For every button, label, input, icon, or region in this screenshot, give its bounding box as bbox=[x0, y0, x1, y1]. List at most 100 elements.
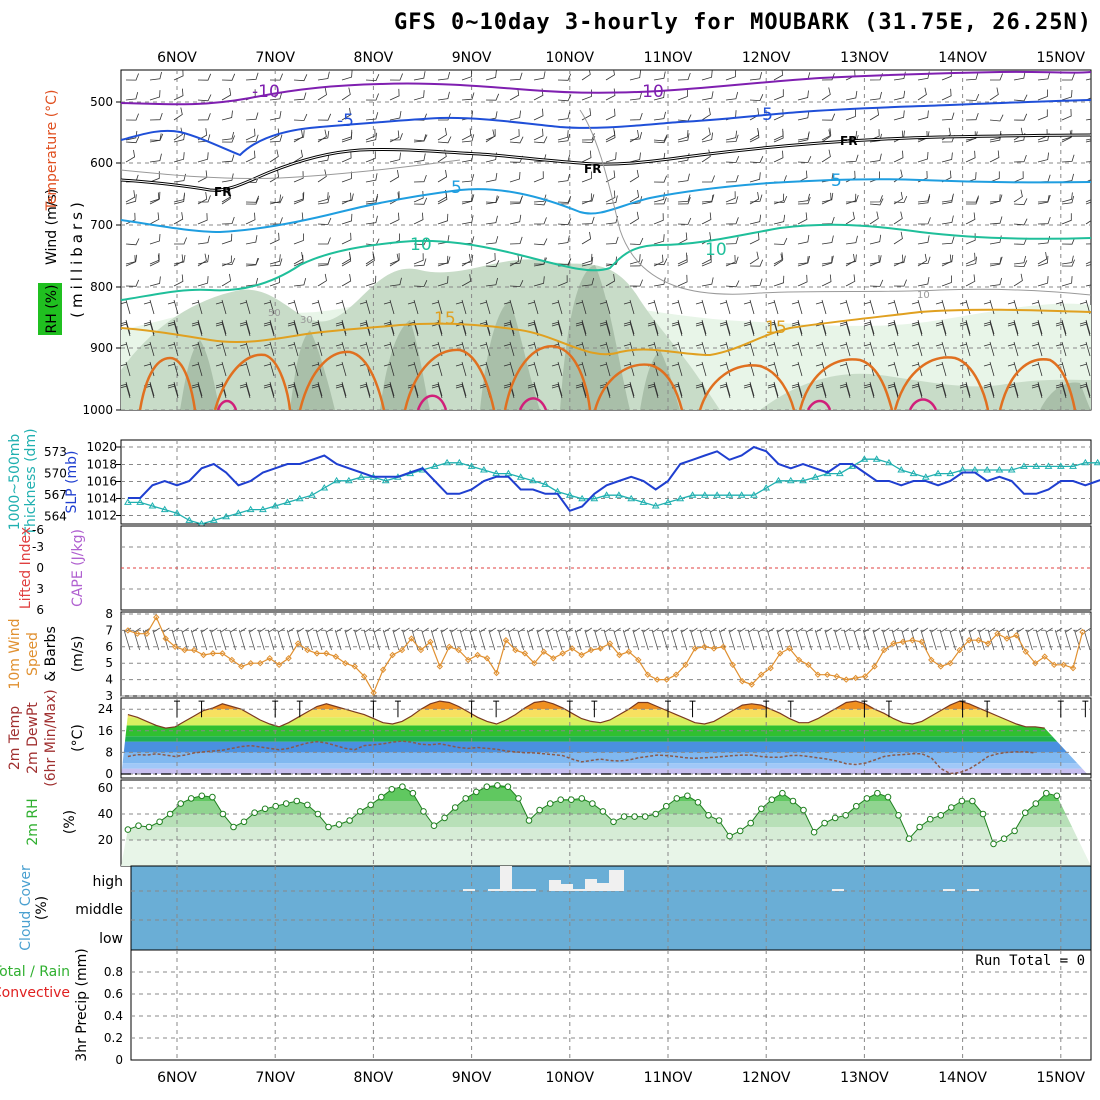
rh-marker bbox=[166, 810, 174, 818]
wind-barb bbox=[791, 299, 803, 315]
wind-speed-marker bbox=[606, 640, 614, 647]
label-thickness2: Thickness (dm) bbox=[23, 428, 39, 536]
thickness-marker bbox=[578, 494, 586, 502]
wind-barb bbox=[725, 196, 739, 205]
wind-barb bbox=[533, 128, 544, 141]
wind-barb bbox=[1037, 276, 1049, 287]
slp-tick-label: 1016 bbox=[86, 475, 117, 489]
wind-speed-marker bbox=[965, 637, 973, 644]
wind-barb bbox=[389, 73, 403, 81]
rh-marker bbox=[187, 795, 195, 802]
thickness-marker bbox=[700, 491, 709, 498]
wind-barb bbox=[797, 193, 810, 203]
wind10m-barb bbox=[824, 627, 833, 651]
wind-barb bbox=[149, 112, 163, 121]
wind-barb bbox=[527, 383, 539, 399]
li-tick-label: 0 bbox=[36, 561, 44, 575]
wind-barb bbox=[143, 299, 155, 315]
wind-barb bbox=[1085, 220, 1091, 225]
wind-barb bbox=[941, 236, 955, 245]
rh-marker bbox=[1043, 789, 1050, 797]
wind-barb bbox=[749, 71, 763, 81]
wind-barb bbox=[821, 235, 834, 245]
wind-barb bbox=[599, 361, 611, 377]
wind-speed-marker bbox=[379, 666, 387, 673]
wind10m-barb bbox=[402, 627, 410, 651]
wind-barb bbox=[725, 191, 736, 203]
wind10m-barb bbox=[1035, 627, 1044, 651]
wind-barb bbox=[965, 256, 977, 267]
wind10m-barb bbox=[920, 627, 929, 651]
wind10m-barb bbox=[450, 627, 458, 651]
wind-barb bbox=[527, 361, 539, 377]
wind-barb bbox=[1013, 260, 1028, 268]
wind-speed-marker bbox=[880, 646, 888, 654]
wind-barb bbox=[917, 195, 931, 205]
temp-band bbox=[121, 763, 1091, 769]
thickness-marker bbox=[246, 505, 255, 513]
wind-barb bbox=[989, 194, 1001, 205]
wind-barb bbox=[318, 237, 331, 245]
wind-speed-marker bbox=[124, 627, 132, 634]
wind-barb bbox=[269, 258, 283, 267]
wind-barb bbox=[341, 254, 352, 267]
wind-barb bbox=[509, 214, 522, 225]
wind-speed-marker bbox=[899, 638, 907, 646]
thickness-marker bbox=[897, 466, 906, 473]
day-label-top: 13NOV bbox=[840, 50, 889, 66]
cloud-gap bbox=[512, 889, 524, 891]
wind-barb bbox=[767, 361, 779, 377]
wind-barb bbox=[359, 321, 371, 337]
label-t-5-b: 5 bbox=[831, 171, 842, 191]
contour-t-10 bbox=[121, 223, 1091, 301]
wind-barb bbox=[389, 111, 402, 121]
wind-barb bbox=[605, 190, 616, 203]
wind-barb bbox=[749, 251, 759, 265]
wind10m-barb bbox=[258, 627, 266, 651]
rh-marker bbox=[948, 804, 955, 811]
label-lifted-index: Lifted Index bbox=[18, 527, 34, 609]
wind10m-barb bbox=[757, 627, 765, 651]
wind-barb bbox=[845, 235, 858, 245]
wind-barb bbox=[245, 128, 256, 141]
label-t-15-a: 15 bbox=[434, 309, 456, 329]
wind10m-barb bbox=[507, 627, 516, 651]
wind-barb bbox=[383, 361, 395, 377]
wind-barb bbox=[485, 129, 495, 143]
wind-barb bbox=[551, 299, 563, 315]
wind-speed-marker bbox=[653, 676, 661, 683]
thickness-marker bbox=[786, 476, 795, 484]
contour-t-freezing-inner bbox=[121, 134, 1091, 191]
wind10m-barb bbox=[882, 627, 890, 651]
rh-marker bbox=[789, 797, 797, 805]
precip-tick-label: 0.2 bbox=[104, 1031, 123, 1045]
wind-barb bbox=[293, 277, 307, 287]
wind-barb bbox=[437, 192, 448, 205]
wind-barb bbox=[479, 341, 491, 357]
wind-speed-marker bbox=[342, 659, 349, 667]
wind-barb bbox=[413, 71, 426, 81]
wind-barb bbox=[701, 132, 713, 143]
wind-barb bbox=[1085, 138, 1091, 141]
wind-barb bbox=[629, 169, 639, 183]
wind10m-barb bbox=[411, 627, 420, 651]
wind-barb bbox=[959, 383, 971, 399]
wind-barb bbox=[317, 129, 327, 143]
wind-barb bbox=[317, 71, 330, 81]
wind-barb bbox=[1037, 152, 1049, 163]
thickness-marker bbox=[676, 494, 685, 502]
wind10m-barb bbox=[814, 627, 823, 651]
wind-barb bbox=[653, 213, 664, 225]
wind-barb bbox=[702, 175, 715, 183]
wind-barb bbox=[791, 341, 803, 357]
wind-barb bbox=[221, 88, 232, 101]
temp-whisker bbox=[394, 700, 401, 718]
wind-barb bbox=[1085, 243, 1091, 245]
wind-barb bbox=[221, 131, 235, 141]
wind-barb bbox=[941, 254, 952, 267]
wind-barb bbox=[341, 131, 353, 143]
wind10m-barb bbox=[306, 627, 314, 651]
wind10m-barb bbox=[526, 627, 535, 651]
wind-barb bbox=[749, 192, 760, 205]
wind-barb bbox=[1013, 255, 1027, 265]
